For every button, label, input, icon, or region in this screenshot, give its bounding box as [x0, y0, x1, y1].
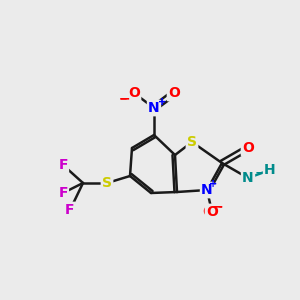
Text: +: + [158, 97, 166, 107]
Text: –: – [256, 167, 262, 181]
Text: N: N [148, 101, 160, 115]
Text: −: − [211, 199, 223, 213]
Text: +: + [209, 179, 217, 189]
Text: N: N [201, 183, 213, 197]
Text: F: F [65, 203, 75, 217]
Text: –: – [256, 167, 262, 181]
Text: S: S [102, 176, 112, 190]
Text: −: − [118, 91, 130, 105]
Text: S: S [187, 135, 197, 149]
Text: O: O [168, 86, 180, 100]
Text: O: O [168, 86, 180, 100]
Text: N: N [241, 171, 253, 185]
Text: O: O [242, 141, 254, 155]
Text: O: O [126, 86, 138, 100]
Text: N: N [149, 101, 161, 115]
Text: +: + [158, 97, 166, 107]
Text: N: N [199, 183, 211, 197]
Text: F: F [58, 158, 68, 172]
Text: H: H [264, 163, 276, 177]
Text: F: F [58, 158, 68, 172]
Text: O: O [202, 205, 214, 219]
Text: F: F [65, 203, 75, 217]
Text: N: N [242, 171, 254, 185]
Text: F: F [58, 186, 68, 200]
Text: −: − [211, 199, 223, 213]
Text: H: H [264, 163, 276, 177]
Text: S: S [187, 135, 197, 149]
Text: O: O [128, 86, 140, 100]
Text: F: F [58, 186, 68, 200]
Text: S: S [102, 176, 112, 190]
Text: +: + [209, 179, 217, 189]
Text: O: O [242, 141, 254, 155]
Text: −: − [118, 91, 130, 105]
Text: O: O [206, 205, 218, 219]
